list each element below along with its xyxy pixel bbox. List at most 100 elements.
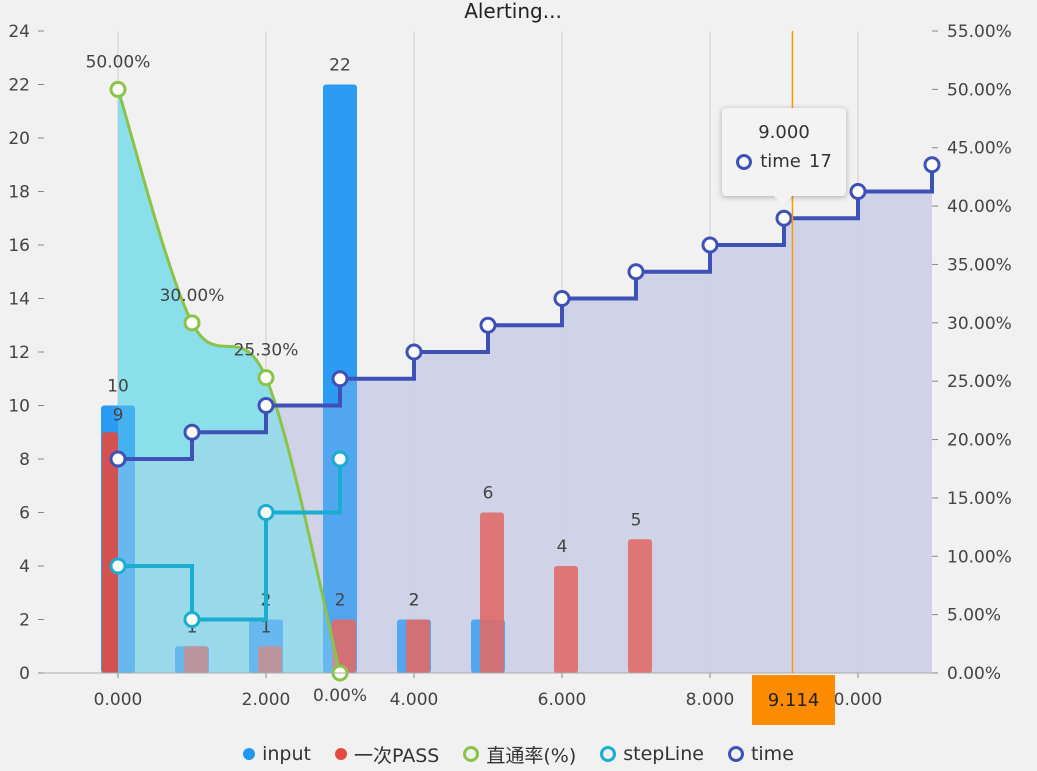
input-data-label: 10: [107, 377, 129, 397]
y-right-tick-label: 10.00%: [947, 547, 1012, 567]
x-tick-label: 6.000: [538, 690, 587, 710]
x-tick-label: 8.000: [686, 690, 735, 710]
legend-marker-input: [243, 748, 256, 760]
tooltip-series: time: [760, 151, 801, 172]
time-point: [109, 450, 127, 468]
yield-rate-area-overlay: [118, 89, 340, 673]
yield-rate-data-label: 25.30%: [234, 341, 299, 361]
tooltip-arrow: [774, 196, 792, 205]
x-tick-label: 0.000: [94, 690, 143, 710]
tooltip: 9.000 time 17: [722, 108, 846, 205]
legend-item-yield-rate[interactable]: 直通率(%): [463, 741, 576, 768]
legend-label-input: input: [262, 743, 311, 765]
first-pass-data-label: 2: [409, 591, 420, 611]
y-right-tick-label: 15.00%: [947, 489, 1012, 509]
y-right-tick-label: 55.00%: [947, 22, 1012, 42]
legend-marker-yield-rate: [463, 746, 480, 762]
first-pass-bar: [628, 539, 652, 673]
time-point: [331, 370, 349, 388]
y-left-tick-label: 16: [8, 236, 30, 256]
legend-item-first-pass[interactable]: 一次PASS: [334, 741, 440, 768]
legend: input 一次PASS 直通率(%) stepLine time: [0, 738, 1037, 770]
yield-rate-point: [257, 369, 275, 387]
chart-title: Alerting...: [464, 0, 562, 23]
y-right-tick-label: 45.00%: [947, 139, 1012, 159]
y-right-tick-label: 25.00%: [947, 372, 1012, 392]
y-left-tick-label: 14: [8, 290, 30, 310]
chart: Alerting... 0.000 2.000 4.000 6.000 8.000 0.00…: [8, 0, 1012, 710]
time-point: [479, 316, 497, 334]
time-point: [775, 209, 793, 227]
first-pass-data-label: 6: [483, 484, 494, 504]
first-pass-data-label: 9: [113, 405, 124, 425]
first-pass-data-label: 1: [261, 617, 272, 637]
first-pass-bar: [480, 512, 504, 673]
legend-label-first-pass: 一次PASS: [353, 744, 440, 767]
y-left-tick-label: 24: [8, 22, 30, 42]
y-left-tick-label: 6: [19, 504, 30, 524]
time-point: [701, 236, 719, 254]
y-right-tick-label: 20.00%: [947, 431, 1012, 451]
legend-label-time: time: [750, 743, 794, 765]
y-left-tick-label: 2: [19, 611, 30, 631]
time-line: [118, 164, 934, 461]
y-left-tick-label: 22: [8, 76, 30, 96]
x-tick-label: 4.000: [390, 690, 439, 710]
yield-rate-line: [116, 88, 342, 674]
tooltip-title: 9.000: [758, 122, 810, 143]
time-point: [923, 156, 941, 174]
stepline-point: [331, 450, 349, 468]
legend-label-stepline: stepLine: [623, 743, 704, 765]
y-right-tick-label: 35.00%: [947, 255, 1012, 275]
x-tick-label: 0.000: [834, 690, 883, 710]
x-tick-label: 2.000: [242, 690, 291, 710]
first-pass-bar: [406, 619, 430, 673]
legend-marker-stepline: [600, 746, 617, 762]
yield-rate-data-label: 30.00%: [160, 286, 225, 306]
yield-rate-point: [183, 314, 201, 332]
yield-rate-point: [109, 80, 127, 98]
input-data-label: 2: [409, 591, 420, 611]
tooltip-row: time 17: [722, 151, 846, 172]
time-point: [183, 423, 201, 441]
legend-item-time[interactable]: time: [727, 743, 794, 765]
input-data-label: 22: [329, 56, 351, 76]
legend-item-stepline[interactable]: stepLine: [600, 743, 704, 765]
time-area-overlay: [118, 164, 932, 673]
y-left-tick-label: 12: [8, 343, 30, 363]
first-pass-bar: [258, 646, 282, 673]
y-right-tick-label: 30.00%: [947, 314, 1012, 334]
time-point: [405, 343, 423, 361]
yield-rate-data-label: 0.00%: [313, 686, 367, 706]
first-pass-bar: [184, 646, 208, 673]
y-right-tick-label: 50.00%: [947, 80, 1012, 100]
yield-rate-data-label: 50.00%: [86, 52, 151, 72]
time-point: [849, 183, 867, 200]
legend-item-input[interactable]: input: [243, 743, 311, 765]
time-point: [627, 263, 645, 281]
y-right-tick-label: 0.00%: [947, 664, 1001, 684]
y-left-tick-label: 4: [19, 557, 30, 577]
tooltip-value: 17: [808, 151, 832, 172]
y-left-tick-label: 8: [19, 450, 30, 470]
y-left-tick-label: 20: [8, 129, 30, 149]
stepline-point: [109, 557, 127, 575]
stepline-line: [118, 459, 342, 622]
first-pass-bar: [102, 432, 118, 673]
stepline-point: [183, 611, 201, 628]
y-left-tick-label: 0: [19, 664, 30, 684]
legend-marker-time: [727, 746, 744, 762]
first-pass-data-label: 2: [335, 591, 346, 611]
stepline-point: [257, 504, 275, 521]
crosshair-label: 9.114: [752, 675, 835, 725]
y-right-tick-label: 40.00%: [947, 197, 1012, 217]
first-pass-bar: [554, 566, 578, 673]
y-right-tick-label: 5.00%: [947, 606, 1001, 626]
legend-marker-first-pass: [334, 748, 347, 760]
first-pass-data-label: 4: [557, 537, 568, 557]
time-area: [118, 164, 932, 673]
tooltip-marker: [736, 153, 753, 170]
legend-label-yield-rate: 直通率(%): [486, 744, 577, 767]
y-left-tick-label: 10: [8, 397, 30, 417]
time-point: [553, 290, 571, 307]
